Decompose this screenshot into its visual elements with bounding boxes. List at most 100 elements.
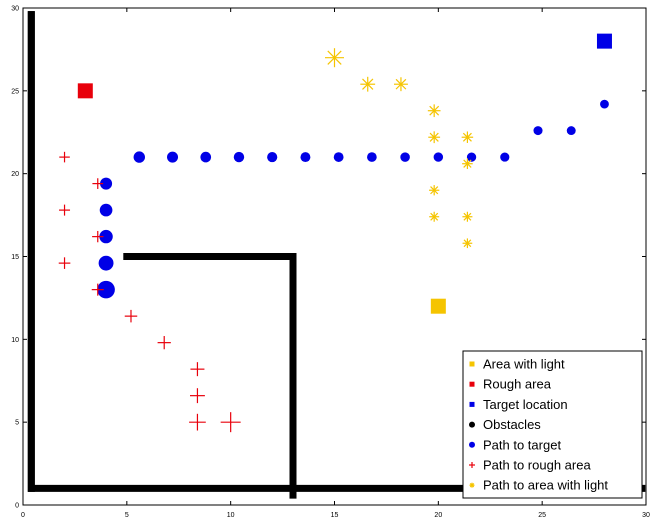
path-to-rough-area-point — [189, 388, 205, 404]
y-tick-label: 10 — [11, 337, 19, 344]
path-to-area-with-light-point-ray — [430, 186, 439, 195]
path-to-target-point — [466, 152, 477, 162]
legend-item-path-to-target: Path to target — [469, 437, 561, 452]
path-to-target-point — [133, 151, 145, 163]
path-to-area-with-light-point — [427, 104, 441, 118]
target-location-marker — [596, 33, 612, 49]
legend-dot-swatch — [469, 421, 475, 428]
path-to-target-point — [267, 152, 278, 163]
x-tick-label: 25 — [538, 512, 546, 519]
path-to-rough-area-point — [91, 283, 104, 296]
path-to-target-point — [100, 177, 113, 190]
path-to-area-with-light-point-ray — [429, 132, 439, 142]
path-to-area-with-light-point — [462, 238, 473, 249]
path-to-rough-area-point — [92, 178, 104, 189]
path-to-target-point — [367, 152, 377, 162]
path-to-target-point — [533, 126, 543, 136]
legend-plus-swatch — [469, 462, 475, 468]
path-to-target-point — [200, 151, 212, 163]
path-to-area-with-light-point-ray — [463, 159, 472, 168]
legend-item-area-with-light: Area with light — [469, 357, 565, 372]
path-to-target-point — [500, 152, 510, 162]
path-to-target-point — [300, 152, 311, 163]
path-to-area-with-light-point — [360, 76, 376, 92]
path-to-rough-area-point — [190, 362, 205, 377]
path-to-target-point — [233, 151, 245, 163]
path-to-area-with-light-point — [325, 48, 344, 68]
legend-star-swatch-ray — [469, 483, 475, 488]
legend-item-rough-area: Rough area — [469, 377, 552, 392]
path-to-target-point — [433, 152, 444, 162]
legend-dot-swatch — [469, 441, 475, 448]
legend-square-swatch — [469, 401, 475, 407]
y-tick-label: 0 — [15, 503, 19, 510]
path-to-rough-area-point — [59, 204, 71, 216]
path-to-area-with-light-point-ray — [430, 212, 439, 221]
x-tick-label: 15 — [331, 512, 339, 519]
path-to-target-point — [99, 229, 113, 244]
path-to-area-with-light-point — [394, 77, 408, 92]
legend-item-path-to-rough-area: Path to rough area — [469, 458, 591, 473]
legend-label: Path to area with light — [483, 478, 608, 493]
path-to-area-with-light-point — [461, 131, 474, 143]
path-to-target-series — [97, 99, 609, 299]
path-to-area-with-light-point — [429, 211, 440, 222]
path-to-target-point — [600, 99, 609, 109]
legend-square-swatch — [469, 381, 475, 387]
path-to-area-with-light-series — [325, 48, 474, 249]
path-to-target-point — [98, 255, 114, 271]
path-to-area-with-light-point-ray — [463, 212, 472, 221]
path-to-target-point — [400, 152, 410, 162]
axes: 0 5 10 15 20 25 30 0 5 10 15 20 25 30 — [11, 6, 650, 520]
path-to-area-with-light-point-ray — [429, 105, 440, 116]
path-to-target-point — [566, 126, 576, 136]
path-to-target-point — [97, 280, 115, 299]
legend-label: Obstacles — [483, 417, 541, 432]
path-to-area-with-light-point — [462, 158, 473, 170]
area-with-light-marker — [430, 298, 446, 314]
path-to-area-with-light-point-ray — [463, 239, 472, 248]
path-to-target-point — [99, 203, 113, 217]
legend-item-obstacles: Obstacles — [469, 417, 541, 432]
path-to-rough-area-point — [58, 257, 71, 269]
legend-label: Rough area — [483, 377, 552, 392]
path-to-rough-area-point — [189, 413, 206, 431]
x-tick-label: 5 — [125, 512, 129, 519]
path-to-rough-area-series — [58, 151, 241, 433]
obstacles-layer — [27, 11, 646, 499]
legend-item-target-location: Target location — [469, 397, 568, 412]
path-to-target-point — [167, 151, 179, 163]
path-to-area-with-light-point-ray — [327, 50, 342, 65]
y-tick-label: 20 — [11, 171, 19, 178]
y-tick-label: 25 — [11, 88, 19, 95]
legend-label: Path to target — [483, 437, 561, 452]
legend-label: Area with light — [483, 357, 565, 372]
path-to-rough-area-point — [124, 309, 138, 323]
path-to-rough-area-point — [220, 412, 241, 433]
legend-item-path-to-area-with-light: Path to area with light — [469, 478, 608, 493]
path-to-area-with-light-point-ray — [362, 78, 374, 90]
y-tick-label: 30 — [11, 6, 19, 13]
legend-box — [462, 350, 643, 499]
x-tick-label: 30 — [642, 512, 650, 519]
path-to-area-with-light-point-ray — [395, 78, 407, 90]
path-to-area-with-light-point — [429, 185, 440, 196]
path-to-area-with-light-point-ray — [462, 132, 472, 142]
location-markers — [77, 33, 612, 314]
legend-star-swatch — [469, 482, 475, 488]
path-to-area-with-light-point — [462, 211, 473, 222]
legend-square-swatch — [469, 361, 475, 367]
path-to-rough-area-point — [157, 336, 171, 350]
path-to-target-point — [333, 152, 344, 162]
y-tick-label: 15 — [11, 254, 19, 261]
x-tick-label: 10 — [227, 512, 235, 519]
path-to-rough-area-point — [59, 151, 70, 163]
x-tick-label: 0 — [21, 512, 25, 519]
legend-label: Path to rough area — [483, 458, 591, 473]
legend-label: Target location — [483, 397, 568, 412]
path-to-area-with-light-point — [428, 131, 441, 144]
legend: Area with light Rough area Target location… — [462, 350, 643, 499]
path-to-rough-area-point — [92, 230, 104, 243]
rough-area-marker — [77, 83, 93, 99]
